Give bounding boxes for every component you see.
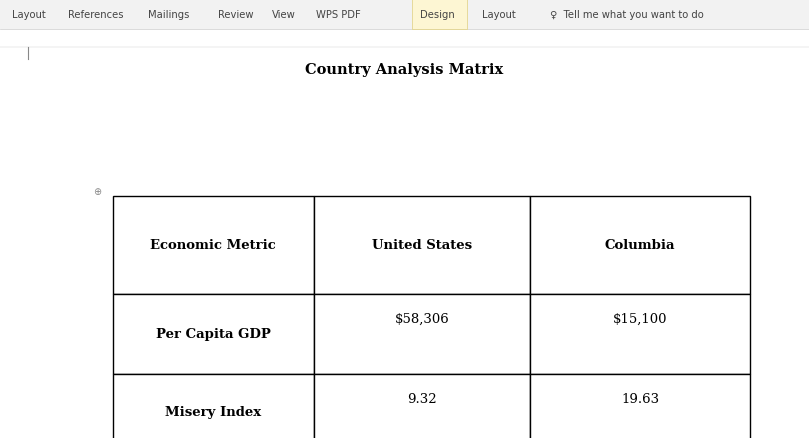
Bar <box>530 294 750 374</box>
Text: Per Capita GDP: Per Capita GDP <box>156 328 271 341</box>
Text: View: View <box>272 10 296 20</box>
Text: WPS PDF: WPS PDF <box>316 10 361 20</box>
Text: 9.32: 9.32 <box>407 392 437 405</box>
Text: ♀  Tell me what you want to do: ♀ Tell me what you want to do <box>550 10 704 20</box>
Text: United States: United States <box>372 239 472 252</box>
Text: Review: Review <box>218 10 253 20</box>
Bar <box>113 294 314 374</box>
Text: Economic Metric: Economic Metric <box>150 239 276 252</box>
Bar <box>314 294 530 374</box>
Bar <box>530 374 750 438</box>
Text: 19.63: 19.63 <box>621 392 659 405</box>
Text: ⊕: ⊕ <box>93 187 101 197</box>
Bar <box>314 374 530 438</box>
Text: References: References <box>68 10 124 20</box>
Text: $15,100: $15,100 <box>613 312 667 325</box>
Bar <box>530 197 750 294</box>
Text: Misery Index: Misery Index <box>165 405 261 418</box>
Text: $58,306: $58,306 <box>395 312 449 325</box>
Text: Layout: Layout <box>12 10 46 20</box>
Bar <box>113 374 314 438</box>
Bar <box>412 0 467 30</box>
Text: Design: Design <box>420 10 455 20</box>
Bar <box>113 197 314 294</box>
Text: Country Analysis Matrix: Country Analysis Matrix <box>305 63 504 77</box>
Text: Layout: Layout <box>482 10 516 20</box>
Text: Columbia: Columbia <box>605 239 676 252</box>
Text: Mailings: Mailings <box>148 10 189 20</box>
Bar <box>314 197 530 294</box>
Bar <box>0 0 809 30</box>
